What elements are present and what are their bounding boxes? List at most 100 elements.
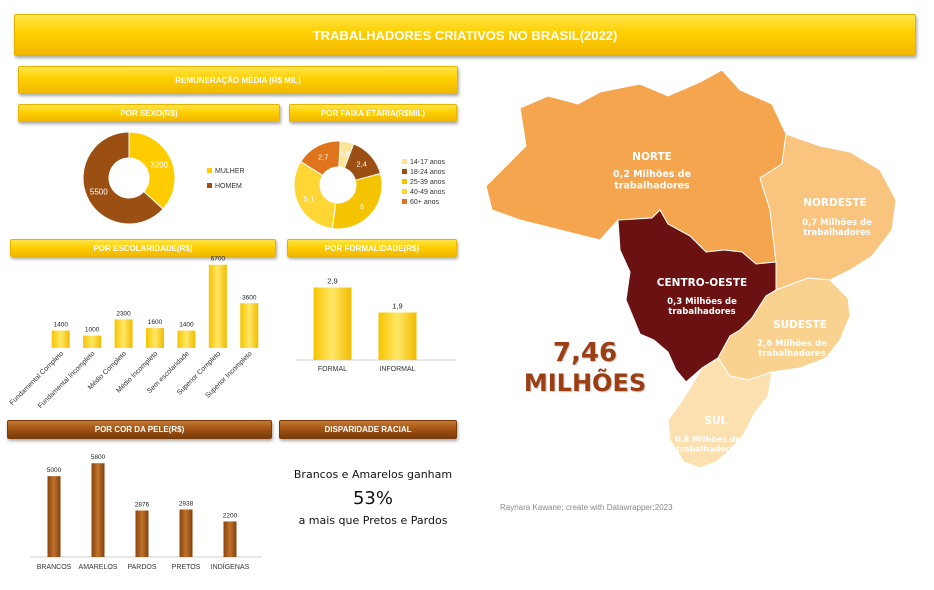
escolaridade-banner: POR ESCOLARIDADE(R$) xyxy=(10,239,276,257)
norte-value: 0,2 Milhões de trabalhadores xyxy=(613,169,691,191)
sexo-legend-swatch xyxy=(207,183,212,188)
faixa-legend-label: 40-49 anos xyxy=(410,189,446,196)
faixa-slice xyxy=(331,172,383,230)
escolaridade-value-label: 2300 xyxy=(116,310,131,317)
escolaridade-value-label: 3600 xyxy=(242,294,257,301)
formalidade-label: POR FORMALIDADE(R$) xyxy=(324,243,420,253)
escolaridade-bar xyxy=(114,319,133,348)
remuneracao-banner: REMUNERAÇÃO MÉDIA (R$ MIL) xyxy=(18,66,458,94)
racial-disparity-text: Brancos e Amarelos ganham 53% a mais que… xyxy=(278,468,468,527)
racial-line1: Brancos e Amarelos ganham xyxy=(293,468,453,481)
centro-oeste-name: CENTRO-OESTE xyxy=(657,277,747,289)
sexo-legend-label: HOMEM xyxy=(215,183,242,190)
disparidade-banner: DISPARIDADE RACIAL xyxy=(279,420,457,439)
formalidade-bar xyxy=(378,312,417,360)
escolaridade-value-label: 1400 xyxy=(53,322,68,329)
faixa-legend-swatch xyxy=(402,199,407,204)
faixa-slice-label: 0,8 xyxy=(339,150,349,159)
faixa-banner: POR FAIXA ETÁRIA(R$MIL) xyxy=(289,104,457,122)
escolaridade-label: POR ESCOLARIDADE(R$) xyxy=(93,243,193,253)
escolaridade-bar xyxy=(51,330,70,348)
cor-tick-label: PARDOS xyxy=(127,564,156,571)
sexo-banner: POR SEXO(R$) xyxy=(18,104,280,122)
sexo-slice-label: 3200 xyxy=(150,161,168,170)
sul-name: SUL xyxy=(705,415,728,427)
sexo-legend-swatch xyxy=(207,168,212,173)
faixa-slice-label: 2,7 xyxy=(318,153,328,162)
sexo-slice-label: 5500 xyxy=(90,187,108,196)
main-title: TRABALHADORES CRIATIVOS NO BRASIL(2022) xyxy=(312,27,618,43)
cor-banner: POR COR DA PELE(R$) xyxy=(7,420,272,439)
cor-value-label: 2938 xyxy=(179,501,194,508)
total-unit: MILHÕES xyxy=(523,369,647,397)
faixa-legend-label: 18-24 anos xyxy=(410,169,446,176)
escolaridade-bar xyxy=(177,330,196,348)
faixa-slice-label: 5 xyxy=(360,202,364,211)
total-number: 7,46 xyxy=(552,338,618,368)
cor-value-label: 2876 xyxy=(135,502,150,509)
norte-name: NORTE xyxy=(632,151,672,163)
formalidade-tick-label: FORMAL xyxy=(318,366,347,373)
faixa-legend-swatch xyxy=(402,169,407,174)
formalidade-banner: POR FORMALIDADE(R$) xyxy=(287,239,457,257)
escolaridade-value-label: 1600 xyxy=(148,319,163,326)
sexo-label: POR SEXO(R$) xyxy=(120,108,178,118)
faixa-legend-label: 14-17 anos xyxy=(410,159,446,166)
faixa-legend-label: 60+ anos xyxy=(410,199,439,206)
cor-bar xyxy=(135,510,149,557)
credit-text: Raynara Kawane; create with Datawrapper;… xyxy=(500,503,673,512)
racial-percent: 53% xyxy=(352,488,393,509)
formalidade-value-label: 2,9 xyxy=(327,277,337,286)
cor-value-label: 5800 xyxy=(91,454,106,461)
centro-oeste-value: 0,3 Milhões de trabalhadores xyxy=(667,297,737,317)
nordeste-name: NORDESTE xyxy=(803,197,867,209)
main-title-banner: TRABALHADORES CRIATIVOS NO BRASIL(2022) xyxy=(14,14,916,56)
faixa-legend-swatch xyxy=(402,189,407,194)
cor-value-label: 5000 xyxy=(47,467,62,474)
cor-value-label: 2200 xyxy=(223,512,238,519)
sudeste-name: SUDESTE xyxy=(773,319,827,331)
cor-bar xyxy=(223,521,237,557)
escolaridade-bar xyxy=(208,264,227,348)
map-labels: NORTE 0,2 Milhões de trabalhadores NORDES… xyxy=(613,151,872,454)
cor-bar xyxy=(47,476,61,557)
cor-bar xyxy=(91,463,105,557)
faixa-slice-label: 2,4 xyxy=(357,160,367,169)
sexo-slice xyxy=(128,131,176,210)
escolaridade-bar xyxy=(240,303,259,348)
escolaridade-value-label: 1000 xyxy=(85,327,100,334)
sul-value: 0,8 Milhões de trabalhadores xyxy=(675,435,741,454)
total-workers: 7,46 MILHÕES xyxy=(520,338,650,398)
cor-bar xyxy=(179,509,193,557)
sexo-legend-label: MULHER xyxy=(215,168,245,175)
cor-label: POR COR DA PELE(R$) xyxy=(94,425,185,434)
escolaridade-value-label: 1400 xyxy=(179,322,194,329)
escolaridade-bar xyxy=(83,335,102,348)
racial-line3: a mais que Pretos e Pardos xyxy=(298,514,448,527)
escolaridade-tick-label: Fundamental Incompleto xyxy=(37,350,97,410)
sexo-slice xyxy=(82,131,164,225)
escolaridade-tick-label: Fundamental Completo xyxy=(9,350,65,406)
faixa-slice-label: 5,1 xyxy=(304,195,314,204)
faixa-legend-swatch xyxy=(402,179,407,184)
faixa-legend-label: 25-39 anos xyxy=(410,179,446,186)
faixa-label: POR FAIXA ETÁRIA(R$MIL) xyxy=(320,108,426,118)
cor-tick-label: INDÍGENAS xyxy=(211,562,250,571)
region-sul[interactable] xyxy=(667,357,773,469)
formalidade-bar xyxy=(313,287,352,360)
cor-tick-label: BRANCOS xyxy=(37,564,72,571)
faixa-slice xyxy=(300,140,341,177)
sudeste-value: 2,6 Milhões de trabalhadores xyxy=(757,339,827,359)
faixa-slice xyxy=(293,160,337,230)
remuneracao-label: REMUNERAÇÃO MÉDIA (R$ MIL) xyxy=(175,75,301,85)
disparidade-label: DISPARIDADE RACIAL xyxy=(324,425,412,434)
formalidade-tick-label: INFORMAL xyxy=(379,366,415,373)
formalidade-value-label: 1,9 xyxy=(392,302,402,311)
brazil-map xyxy=(485,69,897,469)
escolaridade-value-label: 6700 xyxy=(211,256,226,263)
region-nordeste[interactable] xyxy=(759,133,897,291)
cor-tick-label: AMARELOS xyxy=(79,564,118,571)
faixa-legend-swatch xyxy=(402,159,407,164)
nordeste-value: 0,7 Milhões de trabalhadores xyxy=(802,218,872,238)
